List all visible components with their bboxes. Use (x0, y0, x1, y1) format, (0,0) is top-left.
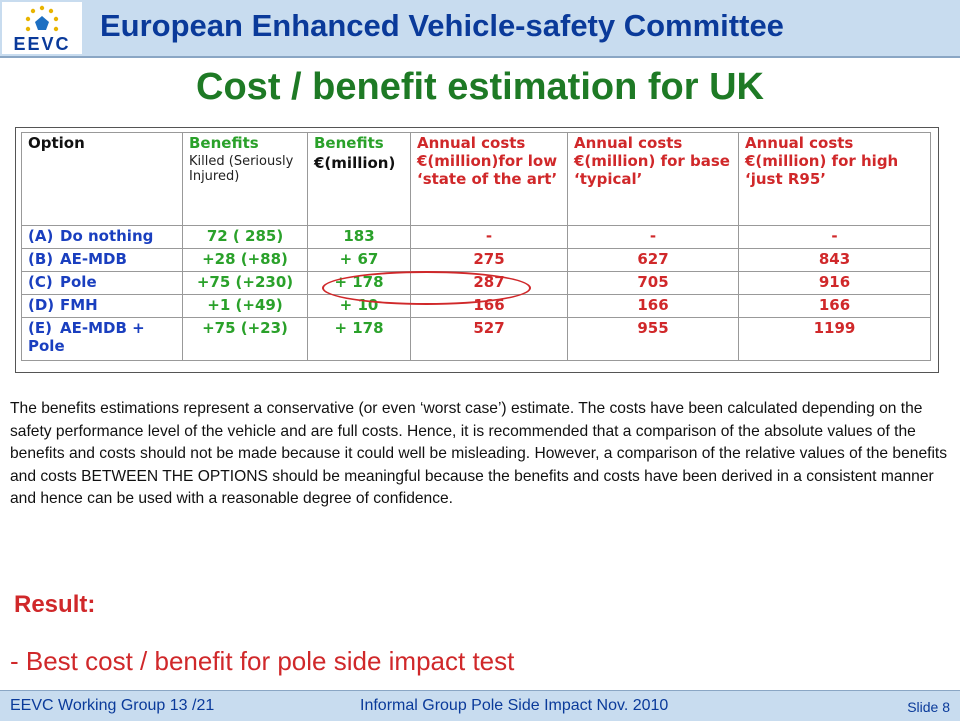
logo-text: EEVC (13, 34, 71, 54)
column-header-annual-costs-base: Annual costs €(million) for base ‘typica… (567, 132, 739, 226)
column-header-option: Option (21, 132, 183, 226)
highlight-ellipse (322, 271, 531, 305)
column-header-annual-costs-high: Annual costs €(million) for high ‘just R… (738, 132, 931, 226)
footer-band: EEVC Working Group 13 /21 Informal Group… (0, 690, 960, 721)
column-header-benefits-million: Benefits €(million) (307, 132, 411, 226)
result-label: Result: (14, 591, 96, 618)
table-header-row: Option Benefits Killed (Seriously Injure… (21, 132, 931, 226)
slide-number: Slide 8 (907, 699, 950, 715)
footer-meeting: Informal Group Pole Side Impact Nov. 201… (360, 697, 669, 714)
cost-benefit-table: Option Benefits Killed (Seriously Injure… (21, 132, 931, 361)
explanation-paragraph: The benefits estimations represent a con… (10, 400, 948, 507)
column-header-benefits-killed: Benefits Killed (Seriously Injured) (182, 132, 308, 226)
table-row: (E) AE-MDB + Pole +75 (+23) + 178 527 955… (21, 317, 931, 361)
committee-title: European Enhanced Vehicle-safety Committ… (100, 8, 784, 43)
footer-working-group: EEVC Working Group 13 /21 (10, 697, 215, 714)
table-row: (B) AE-MDB +28 (+88) + 67 275 627 843 (21, 248, 931, 272)
cost-benefit-table-panel: Option Benefits Killed (Seriously Injure… (15, 127, 939, 373)
page-title: Cost / benefit estimation for UK (196, 66, 764, 108)
eevc-logo: EEVC (2, 2, 82, 54)
column-header-annual-costs-low: Annual costs €(million)for low ‘state of… (410, 132, 568, 226)
stars-circle-icon (2, 2, 82, 54)
table-row: (A) Do nothing 72 ( 285) 183 - - - (21, 225, 931, 249)
result-item: - Best cost / benefit for pole side impa… (10, 646, 515, 676)
header-band: EEVC European Enhanced Vehicle-safety Co… (0, 0, 960, 58)
